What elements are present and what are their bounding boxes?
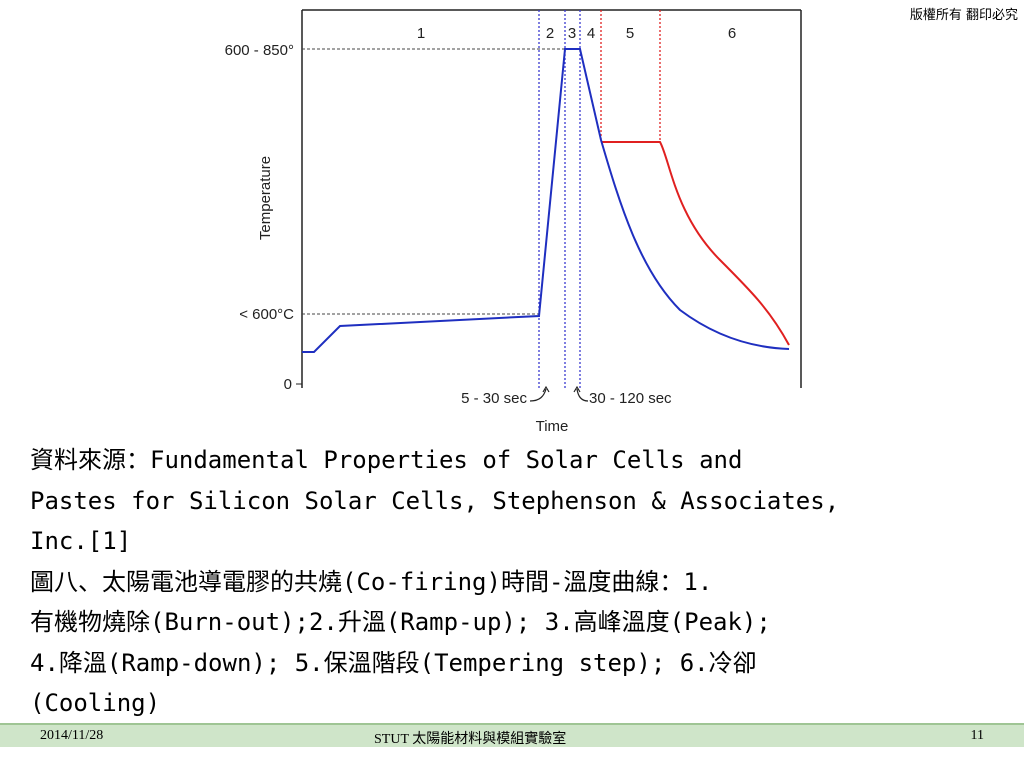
cooling-duration-arrowhead-icon [573, 385, 581, 393]
zone-label-2: 2 [546, 25, 554, 42]
zone-label-6: 6 [728, 25, 736, 42]
ramp-duration-arrow-icon [529, 388, 547, 402]
zone-label-5: 5 [626, 25, 634, 42]
ramp-duration-arrowhead-icon [542, 385, 550, 393]
footer-lab-title: STUT 太陽能材料與模組實驗室 [374, 732, 567, 747]
annotation-ramp-duration: 5 - 30 sec [461, 390, 527, 407]
annotation-cooling-duration: 30 - 120 sec [589, 390, 672, 407]
cooling-duration-arrow-icon [576, 388, 589, 402]
caption-line: 資料來源：Fundamental Properties of Solar Cel… [30, 446, 743, 474]
footer-date: 2014/11/28 [40, 728, 104, 743]
caption-line: (Cooling) [30, 689, 161, 717]
zone-label-1: 1 [417, 25, 425, 42]
zone-label-3: 3 [568, 25, 576, 42]
copyright-notice: 版權所有 翻印必究 [909, 8, 1018, 23]
y-tick-label-low: < 600°C [239, 306, 294, 323]
x-axis-label: Time [536, 418, 569, 435]
caption-line: 有機物燒除(Burn-out);2.升溫(Ramp-up); 3.高峰溫度(Pe… [30, 608, 771, 636]
footer-page-number: 11 [970, 728, 984, 743]
firing-profile-chart: 600 - 850° < 600°C 0 Temperature Time 1 … [225, 9, 802, 435]
y-tick-label-peak: 600 - 850° [225, 42, 294, 59]
slide-footer: 2014/11/28 STUT 太陽能材料與模組實驗室 11 [0, 723, 1024, 747]
caption-line: 圖八、太陽電池導電膠的共燒(Co-firing)時間-溫度曲線：1. [30, 567, 713, 596]
tempering-cooling-curve [601, 141, 790, 346]
caption-line: Inc.[1] [30, 527, 132, 555]
caption-line: Pastes for Silicon Solar Cells, Stephens… [30, 486, 840, 515]
caption-line: 4.降溫(Ramp-down); 5.保溫階段(Tempering step);… [30, 648, 757, 677]
y-axis-label: Temperature [257, 156, 274, 240]
y-tick-label-zero: 0 [284, 376, 292, 393]
figure-caption: 資料來源：Fundamental Properties of Solar Cel… [30, 440, 1015, 724]
firing-profile-curve [302, 48, 790, 353]
zone-label-4: 4 [587, 25, 595, 42]
